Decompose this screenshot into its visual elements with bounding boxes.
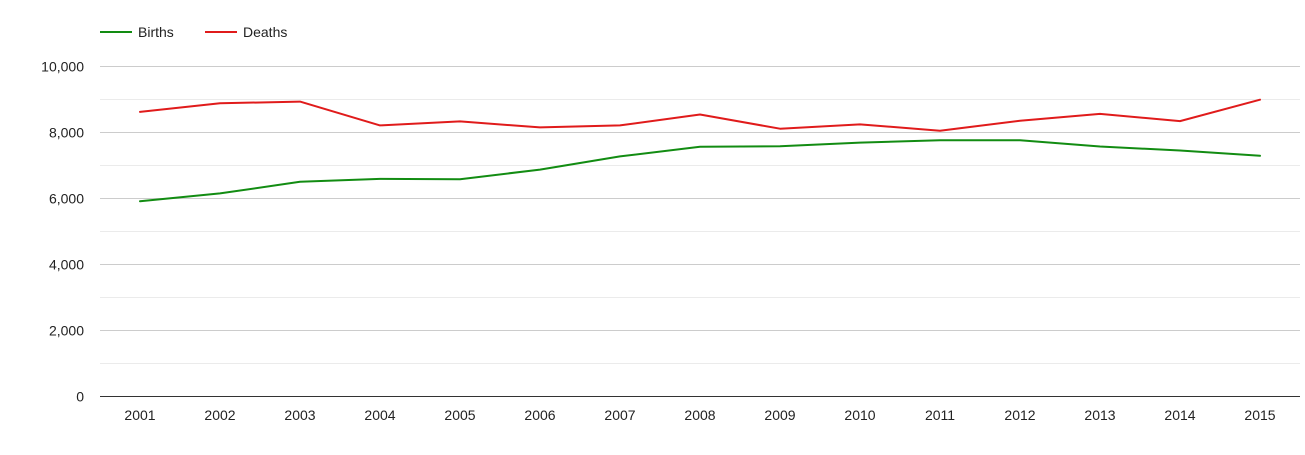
y-tick-label: 0	[76, 389, 84, 405]
y-tick-label: 2,000	[49, 323, 84, 339]
legend-item-deaths[interactable]: Deaths	[205, 24, 287, 40]
x-tick-label: 2013	[1084, 407, 1115, 423]
legend-label: Births	[138, 24, 174, 40]
x-tick-label: 2010	[844, 407, 875, 423]
x-axis: 2001 2002 2003 2004 2005 2006 2007 2008 2009 2010…	[124, 407, 1275, 423]
legend: Births Deaths	[100, 24, 287, 40]
y-tick-label: 8,000	[49, 125, 84, 141]
x-tick-label: 2012	[1004, 407, 1035, 423]
x-tick-label: 2006	[524, 407, 555, 423]
gridlines	[100, 66, 1300, 397]
x-tick-label: 2014	[1164, 407, 1195, 423]
series-line-births	[139, 139, 1261, 203]
x-tick-label: 2002	[204, 407, 235, 423]
series-lines	[139, 98, 1261, 203]
x-tick-label: 2015	[1244, 407, 1275, 423]
x-tick-label: 2008	[684, 407, 715, 423]
legend-label: Deaths	[243, 24, 287, 40]
x-tick-label: 2004	[364, 407, 395, 423]
x-tick-label: 2007	[604, 407, 635, 423]
x-tick-label: 2005	[444, 407, 475, 423]
y-tick-label: 10,000	[41, 59, 84, 75]
x-tick-label: 2003	[284, 407, 315, 423]
x-tick-label: 2009	[764, 407, 795, 423]
series-line-deaths	[139, 98, 1261, 132]
x-tick-label: 2001	[124, 407, 155, 423]
y-tick-label: 4,000	[49, 257, 84, 273]
legend-item-births[interactable]: Births	[100, 24, 174, 40]
x-tick-label: 2011	[925, 407, 955, 423]
y-axis: 0 2,000 4,000 6,000 8,000 10,000	[41, 59, 84, 405]
y-tick-label: 6,000	[49, 191, 84, 207]
